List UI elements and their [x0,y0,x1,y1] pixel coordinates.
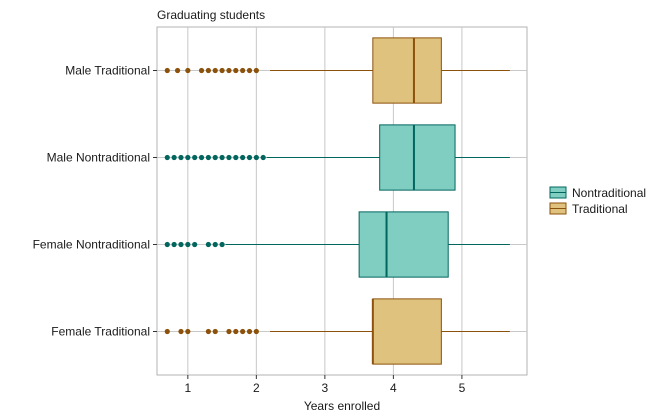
x-axis: 1 2 3 4 5 [184,375,466,395]
outlier-point [212,154,218,161]
outlier-point [233,328,239,335]
box-iqr [372,37,442,104]
outlier-point [178,328,184,335]
outlier-point [192,241,198,248]
outlier-point [246,154,253,161]
legend-label: Nontraditional [572,186,646,200]
outlier-point [192,154,198,161]
y-tick-label: Male Traditional [65,64,150,78]
outlier-point [240,154,246,161]
boxplot-group [164,298,510,365]
outlier-point [185,241,191,248]
legend-item: Traditional [549,202,628,216]
outlier-point [164,154,170,161]
y-tick-label: Female Traditional [51,325,150,339]
outlier-point [253,67,259,74]
y-axis: Male Traditional Male Nontraditional Femal… [33,64,157,339]
outlier-point [226,328,232,335]
outlier-point [219,67,225,74]
outlier-point [205,241,211,248]
box-iqr [372,298,442,365]
outlier-point [171,241,177,248]
outlier-point [178,154,184,161]
box-iqr [358,211,449,278]
outlier-point [246,328,253,335]
outlier-point [233,154,239,161]
outlier-point [240,67,246,74]
x-tick-label: 1 [184,381,191,395]
outlier-point [174,67,181,74]
outlier-point [205,67,211,74]
legend-item: Nontraditional [549,186,646,200]
x-tick-label: 4 [390,381,397,395]
x-tick-label: 5 [459,381,466,395]
box-iqr [379,124,456,191]
outlier-point [212,328,218,335]
outlier-point [198,67,205,74]
outlier-point [205,328,211,335]
boxplot-group [164,211,510,278]
outlier-point [240,328,246,335]
boxplot-group [164,124,510,191]
outlier-point [185,67,191,74]
outlier-point [226,154,232,161]
box-layer [164,37,510,365]
outlier-point [219,241,225,248]
outlier-point [198,154,205,161]
boxplot-group [164,37,510,104]
outlier-point [246,67,253,74]
outlier-point [164,328,170,335]
outlier-point [178,241,184,248]
outlier-point [171,154,177,161]
outlier-point [205,154,211,161]
outlier-point [226,67,232,74]
outlier-point [219,154,225,161]
outlier-point [260,154,266,161]
x-tick-label: 2 [253,381,260,395]
y-tick-label: Male Nontraditional [47,151,150,165]
y-tick-label: Female Nontraditional [33,238,150,252]
x-tick-label: 3 [322,381,329,395]
outlier-point [164,67,170,74]
outlier-point [253,328,259,335]
plot-panel [156,26,528,376]
outlier-point [185,328,191,335]
chart-title: Graduating students [157,8,265,22]
outlier-point [212,241,218,248]
legend: Nontraditional Traditional [549,186,646,216]
x-axis-title: Years enrolled [304,399,380,413]
outlier-point [164,241,170,248]
outlier-point [233,67,239,74]
legend-label: Traditional [572,202,628,216]
outlier-point [212,67,218,74]
outlier-point [185,154,191,161]
outlier-point [253,154,259,161]
